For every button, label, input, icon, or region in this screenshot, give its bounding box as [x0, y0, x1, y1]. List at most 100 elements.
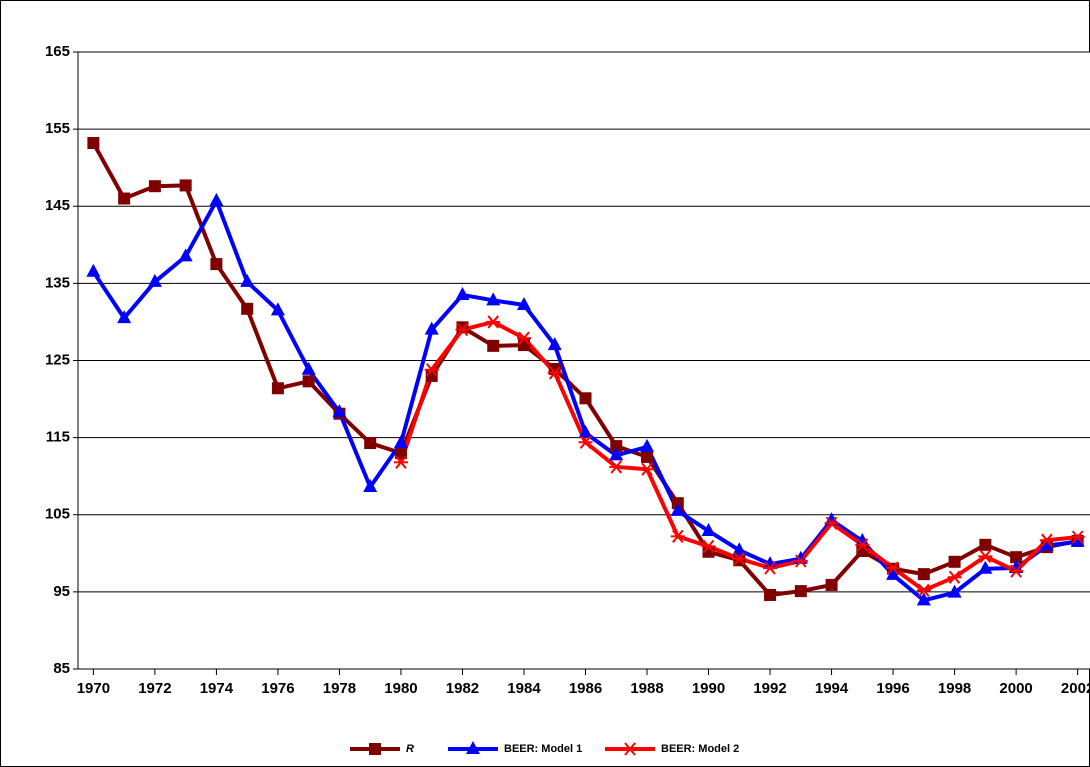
marker	[241, 302, 254, 315]
marker	[825, 578, 838, 591]
marker-stroke	[764, 561, 776, 575]
marker	[670, 529, 685, 543]
marker	[547, 366, 562, 380]
marker	[947, 584, 962, 598]
y-tick-label: 125	[45, 351, 70, 368]
marker-stroke	[395, 455, 407, 469]
marker	[424, 321, 439, 335]
marker-stroke	[979, 549, 992, 564]
marker	[947, 570, 962, 584]
legend-label: BEER: Model 2	[661, 743, 739, 755]
marker	[1070, 533, 1085, 547]
marker-stroke	[641, 462, 653, 476]
marker	[701, 539, 716, 554]
marker	[1009, 559, 1024, 573]
y-tick-label: 155	[45, 120, 70, 137]
marker-stroke	[518, 331, 530, 345]
marker	[609, 447, 624, 461]
marker	[393, 435, 408, 449]
marker-stroke	[487, 315, 499, 329]
marker	[917, 568, 930, 581]
marker-stroke	[918, 583, 930, 597]
marker	[1070, 530, 1085, 544]
marker	[301, 361, 316, 375]
marker	[302, 375, 315, 388]
marker	[486, 292, 501, 306]
marker	[178, 248, 193, 262]
marker-stroke	[548, 366, 561, 380]
marker	[517, 339, 530, 352]
marker	[794, 585, 807, 598]
marker	[824, 512, 839, 526]
marker-stroke	[579, 435, 592, 449]
x-tick-label: 1986	[569, 680, 602, 697]
marker	[641, 450, 654, 463]
marker	[516, 296, 531, 310]
y-tick-label: 135	[45, 274, 70, 291]
marker	[855, 538, 870, 552]
marker	[701, 522, 716, 536]
marker	[240, 273, 255, 287]
marker	[1039, 533, 1054, 547]
marker-stroke	[733, 552, 746, 566]
marker	[948, 555, 961, 568]
marker	[640, 438, 655, 452]
marker	[394, 447, 407, 460]
x-tick-label: 1988	[630, 680, 663, 697]
marker	[87, 137, 100, 150]
x-tick-label: 1972	[138, 680, 171, 697]
marker	[364, 437, 377, 450]
marker	[609, 460, 624, 474]
marker	[86, 263, 101, 277]
legend-marker	[466, 741, 480, 754]
marker	[486, 315, 501, 329]
y-tick-label: 115	[46, 429, 70, 446]
marker	[487, 339, 500, 352]
marker	[117, 310, 132, 324]
marker	[764, 588, 777, 601]
marker-stroke	[456, 323, 469, 337]
marker	[763, 556, 778, 570]
x-tick-label: 1978	[323, 680, 356, 697]
x-tick-label: 2000	[999, 680, 1032, 697]
marker	[209, 192, 224, 206]
marker	[732, 542, 747, 556]
x-tick-label: 1974	[200, 680, 234, 697]
marker	[978, 560, 993, 574]
marker	[179, 179, 192, 192]
marker	[886, 566, 901, 580]
marker	[732, 552, 747, 566]
marker-stroke	[610, 460, 623, 474]
marker	[210, 258, 223, 271]
y-tick-label: 95	[53, 583, 70, 600]
marker	[610, 440, 623, 453]
x-tick-label: 1994	[815, 680, 849, 697]
x-tick-label: 1970	[77, 680, 110, 697]
marker-stroke	[702, 539, 715, 554]
marker	[578, 435, 593, 449]
marker	[855, 532, 870, 546]
y-tick-label: 105	[45, 506, 70, 523]
marker	[424, 363, 439, 377]
legend-label: R	[406, 743, 414, 755]
x-tick-label: 1992	[753, 680, 786, 697]
marker	[579, 392, 592, 405]
x-tick-label: 1982	[446, 680, 479, 697]
marker	[148, 180, 161, 193]
marker	[332, 404, 347, 418]
legend-label: BEER: Model 1	[504, 743, 582, 755]
marker-stroke	[624, 742, 636, 756]
y-tick-label: 145	[45, 197, 70, 214]
marker	[1039, 537, 1054, 551]
legend-marker	[369, 743, 381, 755]
marker	[363, 478, 378, 492]
marker-stroke	[1071, 530, 1084, 544]
marker	[578, 424, 593, 438]
marker	[979, 538, 992, 551]
marker	[763, 561, 778, 575]
marker	[640, 462, 655, 476]
marker	[916, 592, 931, 606]
marker	[1010, 551, 1023, 564]
marker	[1009, 564, 1024, 578]
